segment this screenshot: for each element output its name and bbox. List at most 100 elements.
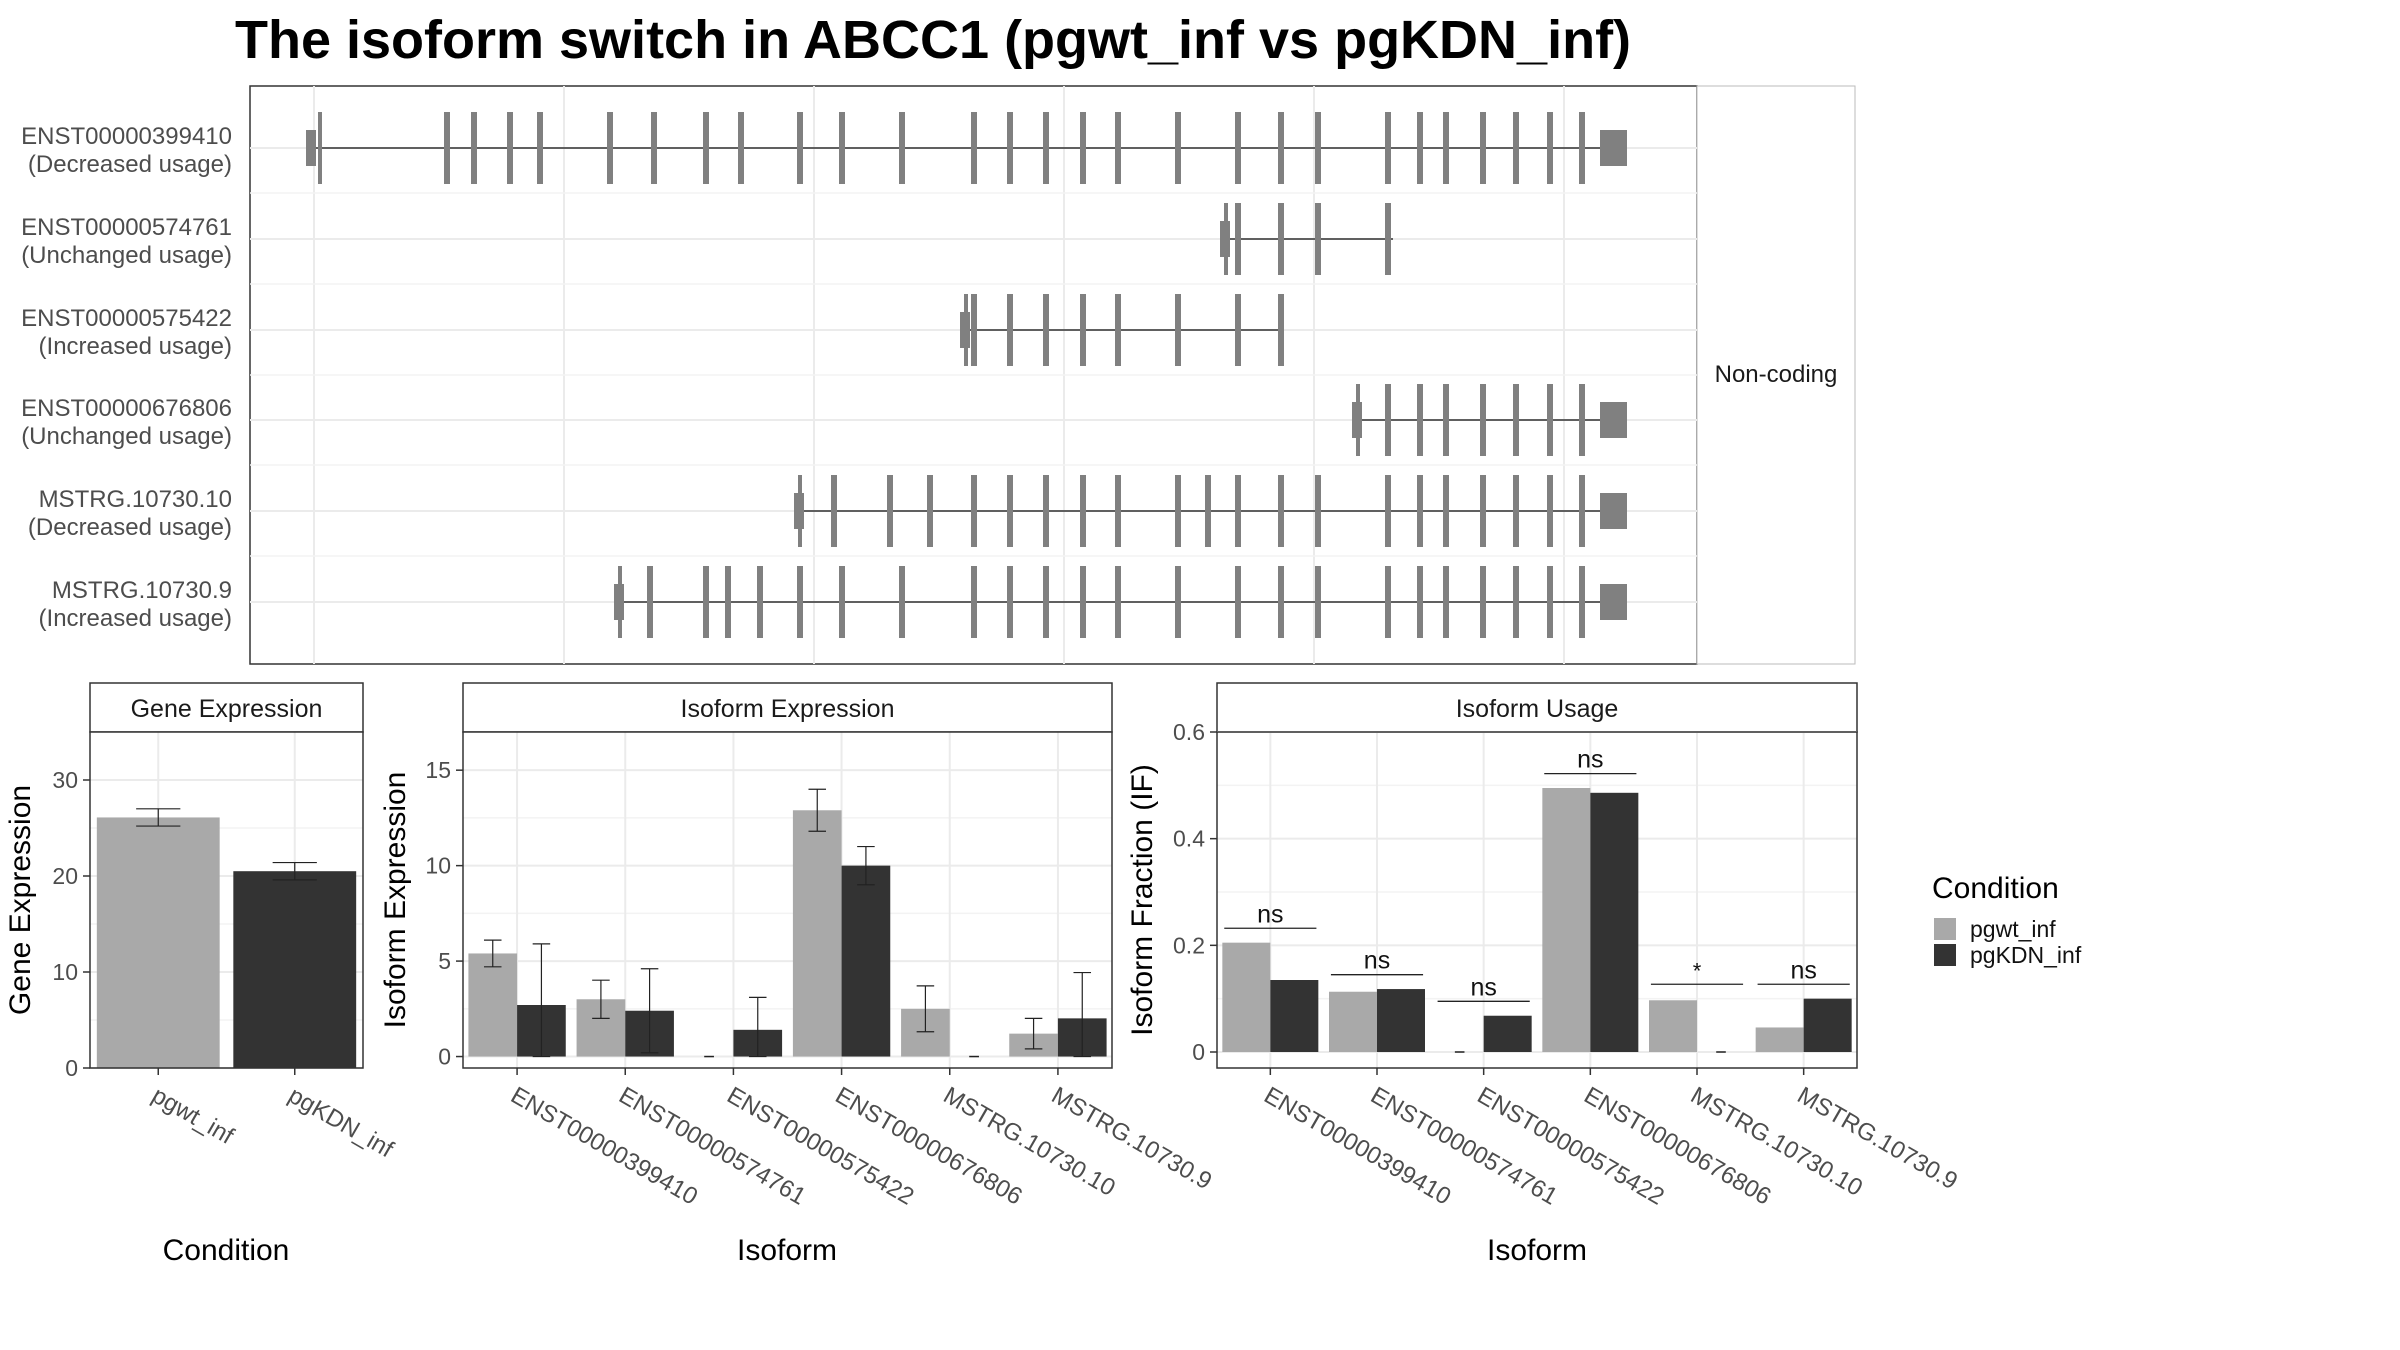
exon-block	[647, 566, 653, 638]
transcript-usage-label: (Increased usage)	[39, 605, 232, 632]
bar	[1755, 1027, 1804, 1052]
exon-block	[1417, 384, 1423, 456]
panel-border	[89, 731, 364, 1069]
exon-block	[839, 566, 845, 638]
utr-block	[1600, 584, 1627, 620]
exon-block	[507, 112, 513, 184]
bar	[792, 810, 842, 1057]
exon-block	[971, 112, 977, 184]
exon-block	[839, 112, 845, 184]
exon-block	[757, 566, 763, 638]
exon-block	[1315, 566, 1321, 638]
y-tick-label: 20	[52, 863, 78, 889]
exon-block	[1315, 203, 1321, 275]
x-axis-title: Condition	[163, 1234, 290, 1267]
transcript-usage-label: (Decreased usage)	[28, 151, 232, 178]
exon-block	[1278, 203, 1284, 275]
isoform-expression-panel: Isoform Expression051015ENST00000399410E…	[379, 682, 1216, 1267]
exon-block	[1513, 112, 1519, 184]
exon-block	[1205, 475, 1211, 547]
facet-label-non-coding: Non-coding	[1715, 361, 1838, 388]
panel-border	[462, 731, 1113, 1069]
bar	[468, 953, 518, 1057]
exon-block	[1175, 294, 1181, 366]
y-tick-label: 0	[438, 1044, 451, 1070]
exon-block	[1579, 475, 1585, 547]
transcript-usage-label: (Unchanged usage)	[21, 423, 232, 450]
exon-block	[1443, 112, 1449, 184]
exon-block	[725, 566, 731, 638]
exon-block	[1443, 566, 1449, 638]
utr-block-start	[960, 312, 970, 348]
gene-expression-panel: Gene Expression 0 10 20 30 pgwt_inf pgKDN_inf C…	[4, 682, 398, 1267]
exon-block	[1385, 384, 1391, 456]
exon-block	[1278, 294, 1284, 366]
significance-label: *	[1693, 958, 1702, 983]
exon-block	[607, 112, 613, 184]
exon-block	[1385, 566, 1391, 638]
exon-block	[1513, 475, 1519, 547]
exon-block	[899, 112, 905, 184]
exon-block	[971, 475, 977, 547]
exon-block	[1547, 112, 1553, 184]
exon-block	[1235, 475, 1241, 547]
legend-entry-label: pgKDN_inf	[1970, 942, 2082, 968]
exon-block	[1513, 384, 1519, 456]
exon-block	[1385, 475, 1391, 547]
exon-block	[1115, 112, 1121, 184]
transcript-usage-label: (Decreased usage)	[28, 514, 232, 541]
exon-block	[1043, 112, 1049, 184]
exon-block	[1007, 475, 1013, 547]
exon-block	[1443, 384, 1449, 456]
panel-strip	[1216, 682, 1858, 733]
bar	[1377, 989, 1425, 1052]
exon-block	[1547, 384, 1553, 456]
exon-block	[1115, 294, 1121, 366]
exon-block	[1480, 112, 1486, 184]
y-tick-label: 0.4	[1173, 826, 1205, 852]
y-tick-label: 15	[425, 757, 451, 783]
x-tick-label: ENST00000575422	[1473, 1082, 1669, 1211]
transcript-usage-label: (Unchanged usage)	[21, 242, 232, 269]
significance-label: ns	[1470, 973, 1496, 1001]
transcript-id-label: ENST00000399410	[21, 123, 232, 150]
panel-strip-title: Gene Expression	[131, 695, 323, 723]
exon-block	[831, 475, 837, 547]
y-tick-label: 0	[1192, 1039, 1205, 1065]
legend-swatch	[1934, 944, 1956, 966]
exon-block	[444, 112, 450, 184]
exon-block	[703, 112, 709, 184]
utr-block-start	[306, 130, 316, 166]
bar	[1649, 1000, 1697, 1052]
y-tick-label: 0.6	[1173, 719, 1205, 745]
exon-block	[1115, 475, 1121, 547]
exon-block	[1007, 112, 1013, 184]
y-axis-title: Gene Expression	[4, 785, 37, 1015]
bar	[1542, 788, 1591, 1052]
exon-block	[1547, 566, 1553, 638]
exon-block	[1480, 475, 1486, 547]
exon-block	[1235, 294, 1241, 366]
exon-block	[1417, 475, 1423, 547]
significance-label: ns	[1257, 900, 1283, 928]
exon-block	[1175, 112, 1181, 184]
x-tick-label: ENST00000399410	[506, 1082, 702, 1211]
exon-block	[1417, 112, 1423, 184]
y-axis-title: Isoform Fraction (IF)	[1126, 764, 1159, 1036]
bar	[1222, 942, 1271, 1052]
bar	[96, 817, 220, 1068]
panel-plot-area	[1217, 732, 1857, 1068]
legend-entry-label: pgwt_inf	[1970, 916, 2056, 942]
x-tick-label: ENST00000676806	[1579, 1082, 1775, 1211]
exon-block	[471, 112, 477, 184]
exon-block	[1235, 566, 1241, 638]
exon-block	[927, 475, 933, 547]
bar	[1803, 998, 1852, 1052]
transcript-id-label: ENST00000676806	[21, 395, 232, 422]
exon-block	[738, 112, 744, 184]
x-tick-label: ENST00000575422	[722, 1082, 918, 1211]
exon-block	[971, 566, 977, 638]
x-tick-label: ENST00000574761	[1366, 1082, 1562, 1211]
exon-block	[971, 294, 977, 366]
